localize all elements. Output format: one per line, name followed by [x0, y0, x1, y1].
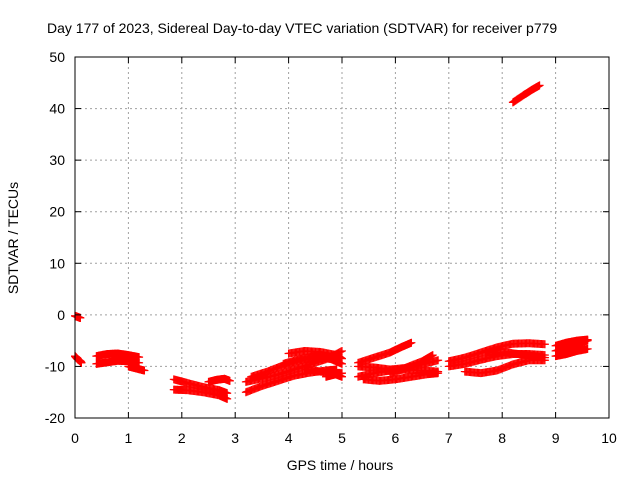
data-track	[284, 346, 346, 363]
data-point	[428, 351, 437, 360]
x-tick-label: 8	[498, 430, 506, 446]
x-tick-label: 1	[125, 430, 133, 446]
data-point	[135, 353, 144, 362]
y-tick-label: 20	[49, 204, 65, 220]
x-tick-label: 5	[338, 430, 346, 446]
y-axis-ticks: -20 -10 0 10 20 30 40 50	[45, 49, 609, 426]
x-axis-ticks: 0 1 2 3 4 5 6 7 8 9 10	[71, 57, 617, 446]
data-point	[540, 340, 549, 349]
data-point	[434, 356, 443, 365]
data-track	[71, 352, 86, 367]
x-tick-label: 6	[392, 430, 400, 446]
data-point	[223, 394, 232, 403]
data-track	[354, 338, 416, 367]
x-tick-label: 9	[552, 430, 560, 446]
data-point	[578, 343, 587, 352]
data-track	[551, 335, 592, 350]
x-tick-label: 10	[601, 430, 617, 446]
data-track	[92, 356, 144, 368]
data-track	[92, 349, 144, 362]
data-track	[169, 385, 232, 403]
x-tick-label: 0	[71, 430, 79, 446]
data-point	[540, 353, 549, 362]
data-point	[583, 344, 592, 353]
data-point	[338, 354, 346, 363]
x-tick-label: 7	[445, 430, 453, 446]
data-points	[71, 81, 592, 403]
data-track	[508, 81, 544, 107]
data-track	[204, 374, 234, 386]
y-tick-label: -10	[45, 358, 65, 374]
data-track	[71, 311, 85, 322]
y-tick-label: 10	[49, 255, 65, 271]
data-point	[225, 376, 234, 385]
y-tick-label: 50	[49, 49, 65, 65]
data-point	[338, 346, 346, 355]
data-track	[321, 369, 346, 381]
data-point	[535, 81, 544, 90]
data-track	[482, 347, 549, 362]
x-tick-label: 3	[231, 430, 239, 446]
data-point	[338, 369, 346, 378]
data-track	[124, 362, 149, 375]
y-tick-label: 40	[49, 101, 65, 117]
x-tick-label: 2	[178, 430, 186, 446]
y-tick-label: 0	[57, 307, 65, 323]
data-track	[556, 343, 587, 359]
data-point	[583, 335, 592, 344]
x-tick-label: 4	[285, 430, 293, 446]
data-track	[386, 351, 437, 379]
x-axis-label: GPS time / hours	[287, 457, 394, 473]
data-point	[434, 369, 443, 378]
data-point	[140, 366, 149, 375]
data-point	[77, 358, 86, 367]
y-axis-label: SDTVAR / TECUs	[5, 182, 21, 294]
data-point	[407, 338, 416, 347]
y-tick-label: -20	[45, 410, 65, 426]
grid-lines	[75, 57, 609, 418]
y-tick-label: 30	[49, 152, 65, 168]
chart-title: Day 177 of 2023, Sidereal Day-to-day VTE…	[47, 20, 557, 36]
